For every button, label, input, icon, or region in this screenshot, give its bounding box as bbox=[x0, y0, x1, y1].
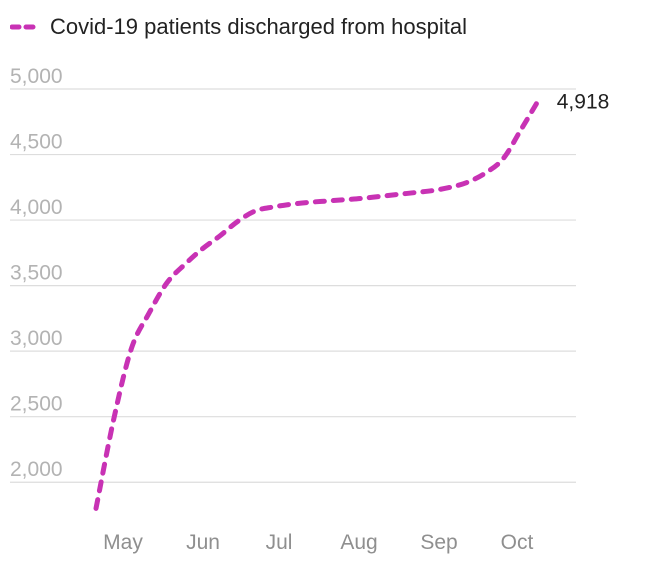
gridlines bbox=[10, 88, 576, 483]
x-tick-label: Sep bbox=[420, 531, 457, 554]
y-tick-label: 5,000 bbox=[10, 65, 63, 88]
y-tick-label: 2,500 bbox=[10, 393, 63, 416]
y-tick-label: 4,500 bbox=[10, 131, 63, 154]
y-tick-label: 3,500 bbox=[10, 262, 63, 285]
y-tick-label: 2,000 bbox=[10, 458, 63, 481]
x-axis-ticks: May Jun Jul Aug Sep Oct bbox=[103, 531, 533, 554]
x-tick-label: May bbox=[103, 531, 143, 554]
series-line-discharged bbox=[93, 97, 542, 511]
y-tick-label: 4,000 bbox=[10, 196, 63, 219]
x-tick-label: Jul bbox=[266, 531, 293, 554]
x-tick-label: Oct bbox=[501, 531, 534, 554]
y-tick-label: 3,000 bbox=[10, 327, 63, 350]
y-axis-ticks: 2,000 2,500 3,000 3,500 4,000 4,500 5,000 bbox=[10, 65, 63, 481]
legend: Covid-19 patients discharged from hospit… bbox=[10, 12, 467, 42]
x-tick-label: Jun bbox=[186, 531, 220, 554]
end-value-label: 4,918 bbox=[557, 91, 610, 114]
legend-label: Covid-19 patients discharged from hospit… bbox=[50, 14, 468, 39]
x-tick-label: Aug bbox=[340, 531, 377, 554]
legend-dashed-line-icon bbox=[10, 24, 40, 30]
